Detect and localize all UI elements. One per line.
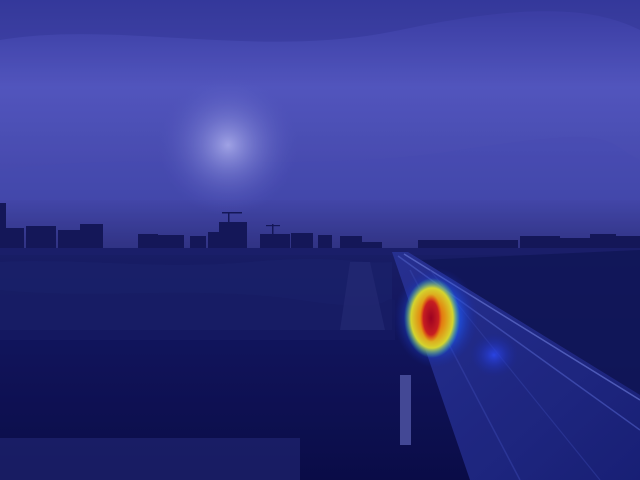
sun-glow [158, 75, 298, 215]
sky [0, 0, 640, 250]
heatmap-secondary [470, 333, 518, 377]
cloud-band-low [0, 136, 640, 200]
horizon-haze [0, 248, 640, 258]
sign-post [400, 375, 411, 445]
cloud-band [0, 0, 640, 42]
heatmap-hotspot [394, 268, 518, 377]
rooftop-foreground [0, 438, 300, 480]
tree-canopy-lower [0, 290, 395, 340]
dirt-path [340, 262, 385, 330]
